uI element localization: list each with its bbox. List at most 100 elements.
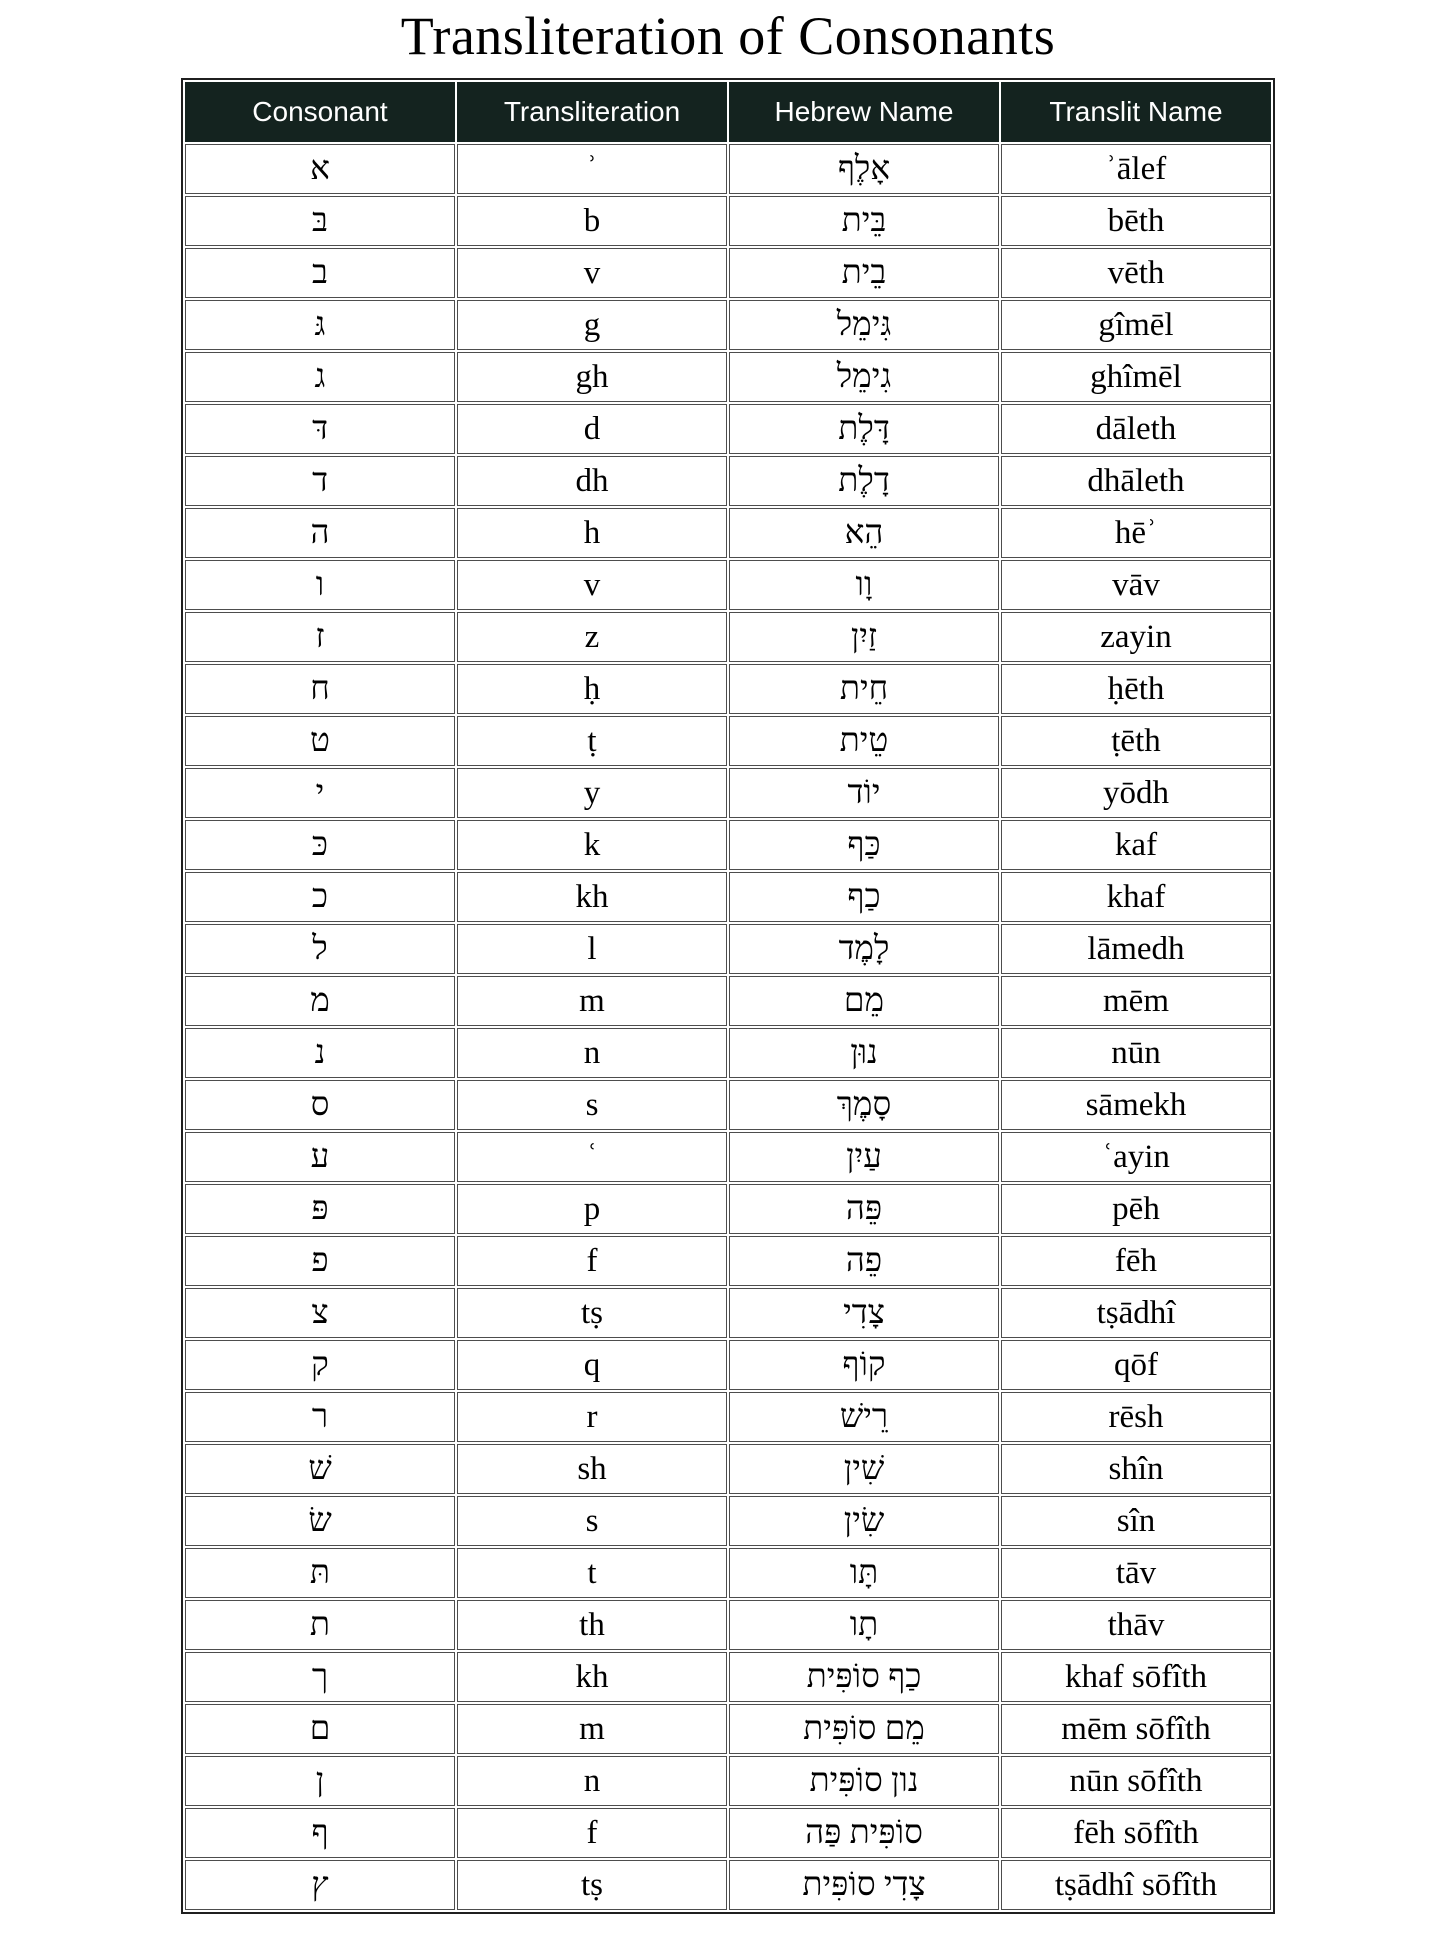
consonant-cell: נ xyxy=(185,1028,455,1079)
consonant-cell: פ xyxy=(185,1236,455,1287)
transliteration-cell: tṣ xyxy=(457,1860,727,1911)
translit-name-cell: nūn sōfîth xyxy=(1001,1756,1271,1807)
translit-name-cell: ʿayin xyxy=(1001,1132,1271,1183)
transliteration-cell: h xyxy=(457,508,727,559)
header-row: Consonant Transliteration Hebrew Name Tr… xyxy=(185,82,1271,143)
consonant-cell: ג xyxy=(185,352,455,403)
translit-name-cell: tṣādhî sōfîth xyxy=(1001,1860,1271,1911)
consonant-cell: ם xyxy=(185,1704,455,1755)
transliteration-cell: z xyxy=(457,612,727,663)
hebrew-name-cell: כַף xyxy=(729,872,999,923)
transliteration-cell: n xyxy=(457,1756,727,1807)
transliteration-cell: g xyxy=(457,300,727,351)
translit-name-cell: ghîmēl xyxy=(1001,352,1271,403)
consonant-cell: בּ xyxy=(185,196,455,247)
translit-name-cell: mēm xyxy=(1001,976,1271,1027)
hebrew-name-cell: כַּף xyxy=(729,820,999,871)
transliteration-cell: l xyxy=(457,924,727,975)
consonant-cell: כּ xyxy=(185,820,455,871)
translit-name-cell: yōdh xyxy=(1001,768,1271,819)
consonant-cell: גּ xyxy=(185,300,455,351)
transliteration-cell: ṭ xyxy=(457,716,727,767)
translit-name-cell: ṭēth xyxy=(1001,716,1271,767)
hebrew-name-cell: צָדִי סוֹפִּית xyxy=(729,1860,999,1911)
translit-name-cell: fēh xyxy=(1001,1236,1271,1287)
hebrew-name-cell: דָּלֶת xyxy=(729,404,999,455)
transliteration-cell: tṣ xyxy=(457,1288,727,1339)
column-header-translit-name: Translit Name xyxy=(1001,82,1271,143)
translit-name-cell: tṣādhî xyxy=(1001,1288,1271,1339)
consonant-cell: ן xyxy=(185,1756,455,1807)
hebrew-name-cell: עַיִן xyxy=(729,1132,999,1183)
transliteration-cell: ʿ xyxy=(457,1132,727,1183)
translit-name-cell: khaf xyxy=(1001,872,1271,923)
transliteration-cell: q xyxy=(457,1340,727,1391)
hebrew-name-cell: בֵּית xyxy=(729,196,999,247)
table-row: ה h הֵא hēʾ xyxy=(185,508,1271,559)
hebrew-name-cell: שִׂין xyxy=(729,1496,999,1547)
consonant-cell: מ xyxy=(185,976,455,1027)
consonant-cell: ה xyxy=(185,508,455,559)
table-row: דּ d דָּלֶת dāleth xyxy=(185,404,1271,455)
table-row: ת th תָו thāv xyxy=(185,1600,1271,1651)
transliteration-cell: v xyxy=(457,248,727,299)
table-row: מ m מֵם mēm xyxy=(185,976,1271,1027)
consonant-cell: ח xyxy=(185,664,455,715)
table-row: נ n נוּן nūn xyxy=(185,1028,1271,1079)
translit-name-cell: lāmedh xyxy=(1001,924,1271,975)
transliteration-cell: gh xyxy=(457,352,727,403)
hebrew-name-cell: תָו xyxy=(729,1600,999,1651)
column-header-hebrew-name: Hebrew Name xyxy=(729,82,999,143)
consonant-cell: ץ xyxy=(185,1860,455,1911)
transliteration-cell: th xyxy=(457,1600,727,1651)
translit-name-cell: fēh sōfîth xyxy=(1001,1808,1271,1859)
transliteration-cell: d xyxy=(457,404,727,455)
consonant-cell: ת xyxy=(185,1600,455,1651)
consonant-cell: פּ xyxy=(185,1184,455,1235)
table-row: ז z זַיִן zayin xyxy=(185,612,1271,663)
table-row: פ f פֵה fēh xyxy=(185,1236,1271,1287)
transliteration-cell: kh xyxy=(457,872,727,923)
transliteration-cell: ḥ xyxy=(457,664,727,715)
hebrew-name-cell: רֵישׁ xyxy=(729,1392,999,1443)
hebrew-name-cell: מֵם סוֹפִּית xyxy=(729,1704,999,1755)
transliteration-cell: s xyxy=(457,1080,727,1131)
table-header: Consonant Transliteration Hebrew Name Tr… xyxy=(185,82,1271,143)
translit-name-cell: pēh xyxy=(1001,1184,1271,1235)
hebrew-name-cell: מֵם xyxy=(729,976,999,1027)
consonant-cell: ס xyxy=(185,1080,455,1131)
hebrew-name-cell: סוֹפִּית פַּה xyxy=(729,1808,999,1859)
transliteration-cell: r xyxy=(457,1392,727,1443)
hebrew-name-cell: דָלֶת xyxy=(729,456,999,507)
transliteration-cell: sh xyxy=(457,1444,727,1495)
table-row: גּ g גִּימֵל gîmēl xyxy=(185,300,1271,351)
table-row: ך kh כַף סוֹפִּית khaf sōfîth xyxy=(185,1652,1271,1703)
transliteration-cell: v xyxy=(457,560,727,611)
transliteration-cell: m xyxy=(457,1704,727,1755)
transliteration-cell: m xyxy=(457,976,727,1027)
consonant-cell: א xyxy=(185,144,455,195)
translit-name-cell: nūn xyxy=(1001,1028,1271,1079)
hebrew-name-cell: גִימֵל xyxy=(729,352,999,403)
table-row: ץ tṣ צָדִי סוֹפִּית tṣādhî sōfîth xyxy=(185,1860,1271,1911)
translit-name-cell: tāv xyxy=(1001,1548,1271,1599)
consonant-cell: שׂ xyxy=(185,1496,455,1547)
transliteration-table: Consonant Transliteration Hebrew Name Tr… xyxy=(181,78,1275,1915)
hebrew-name-cell: פֵה xyxy=(729,1236,999,1287)
table-row: ו v וָו vāv xyxy=(185,560,1271,611)
hebrew-name-cell: כַף סוֹפִּית xyxy=(729,1652,999,1703)
consonant-cell: שׁ xyxy=(185,1444,455,1495)
translit-name-cell: mēm sōfîth xyxy=(1001,1704,1271,1755)
translit-name-cell: qōf xyxy=(1001,1340,1271,1391)
consonant-cell: ע xyxy=(185,1132,455,1183)
transliteration-cell: s xyxy=(457,1496,727,1547)
translit-name-cell: sîn xyxy=(1001,1496,1271,1547)
consonant-cell: ק xyxy=(185,1340,455,1391)
table-row: שׂ s שִׂין sîn xyxy=(185,1496,1271,1547)
table-row: ל l לָמֶד lāmedh xyxy=(185,924,1271,975)
transliteration-cell: b xyxy=(457,196,727,247)
consonant-cell: ד xyxy=(185,456,455,507)
table-row: ס s סָמֶךְ sāmekh xyxy=(185,1080,1271,1131)
table-row: ג gh גִימֵל ghîmēl xyxy=(185,352,1271,403)
